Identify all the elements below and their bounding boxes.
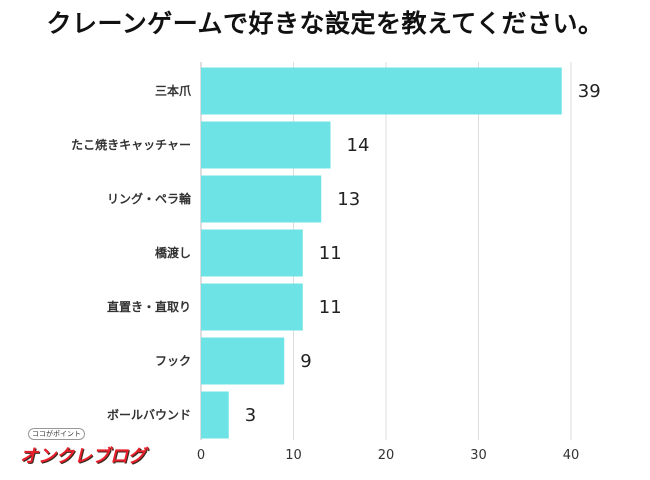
bar-2 xyxy=(201,175,322,223)
logo-brand: オンクレブログ xyxy=(20,446,146,467)
brand-logo: ココがポイント オンクレブログ xyxy=(14,424,154,470)
value-label-2: 13 xyxy=(337,189,360,210)
category-label-3: 橋渡し xyxy=(155,245,191,260)
value-label-3: 11 xyxy=(319,243,342,264)
bar-1 xyxy=(201,121,331,169)
bar-0 xyxy=(201,67,562,115)
category-label-1: たこ焼きキャッチャー xyxy=(71,137,191,152)
category-label-0: 三本爪 xyxy=(155,83,192,98)
category-label-2: リング・ペラ輪 xyxy=(107,191,192,206)
value-label-6: 3 xyxy=(245,405,256,426)
category-label-6: ボールバウンド xyxy=(107,407,191,422)
value-label-0: 39 xyxy=(578,81,601,102)
bar-5 xyxy=(201,337,285,385)
category-label-4: 直置き・直取り xyxy=(107,299,191,314)
value-label-5: 9 xyxy=(300,351,311,372)
x-tick-label-0: 0 xyxy=(197,448,205,463)
chart-title: クレーンゲームで好きな設定を教えてください。 xyxy=(46,9,604,38)
value-label-1: 14 xyxy=(347,135,370,156)
bar-4 xyxy=(201,283,303,331)
value-label-4: 11 xyxy=(319,297,342,318)
bar-6 xyxy=(201,391,229,439)
x-tick-label-20: 20 xyxy=(378,448,395,463)
logo-tagline: ココがポイント xyxy=(28,428,85,440)
x-tick-label-10: 10 xyxy=(285,448,302,463)
category-label-5: フック xyxy=(155,354,191,368)
x-tick-label-40: 40 xyxy=(563,448,580,463)
x-tick-label-30: 30 xyxy=(470,448,487,463)
bar-3 xyxy=(201,229,303,277)
